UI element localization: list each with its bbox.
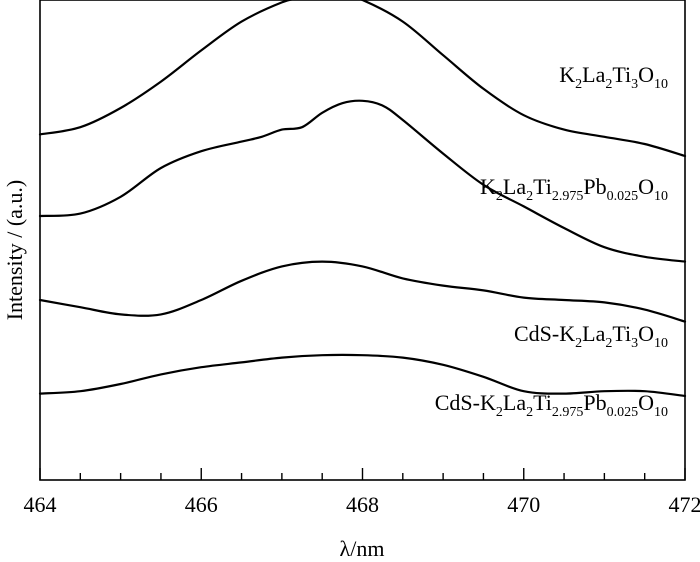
series-line-k2la2ti2975pb0025o10 (38, 99, 687, 263)
x-tick-label: 472 (669, 492, 700, 517)
series-label-k2la2ti3o10: K2La2Ti3O10 (559, 62, 668, 92)
x-axis-label: λ/nm (340, 536, 385, 561)
series-label-cds-k2la2ti3o10: CdS-K2La2Ti3O10 (514, 321, 668, 351)
series-label-k2la2ti2975pb0025o10: K2La2Ti2.975Pb0.025O10 (480, 174, 668, 204)
x-tick-label: 466 (185, 492, 218, 517)
x-axis: 464 466 468 470 472 (24, 468, 700, 517)
series-line-cds-k2la2ti2975pb0025o10 (38, 353, 687, 398)
series-label-cds-k2la2ti2975pb0025o10: CdS-K2La2Ti2.975Pb0.025O10 (435, 390, 668, 420)
x-tick-label: 470 (507, 492, 540, 517)
series-line-cds-k2la2ti3o10 (38, 260, 687, 323)
series-curves (38, 0, 687, 398)
x-tick-label: 468 (346, 492, 379, 517)
series-line-k2la2ti3o10 (38, 0, 687, 158)
series-labels: K2La2Ti3O10 K2La2Ti2.975Pb0.025O10 CdS-K2L… (435, 62, 668, 420)
x-tick-label: 464 (24, 492, 57, 517)
y-axis-label: Intensity / (a.u.) (2, 180, 27, 321)
